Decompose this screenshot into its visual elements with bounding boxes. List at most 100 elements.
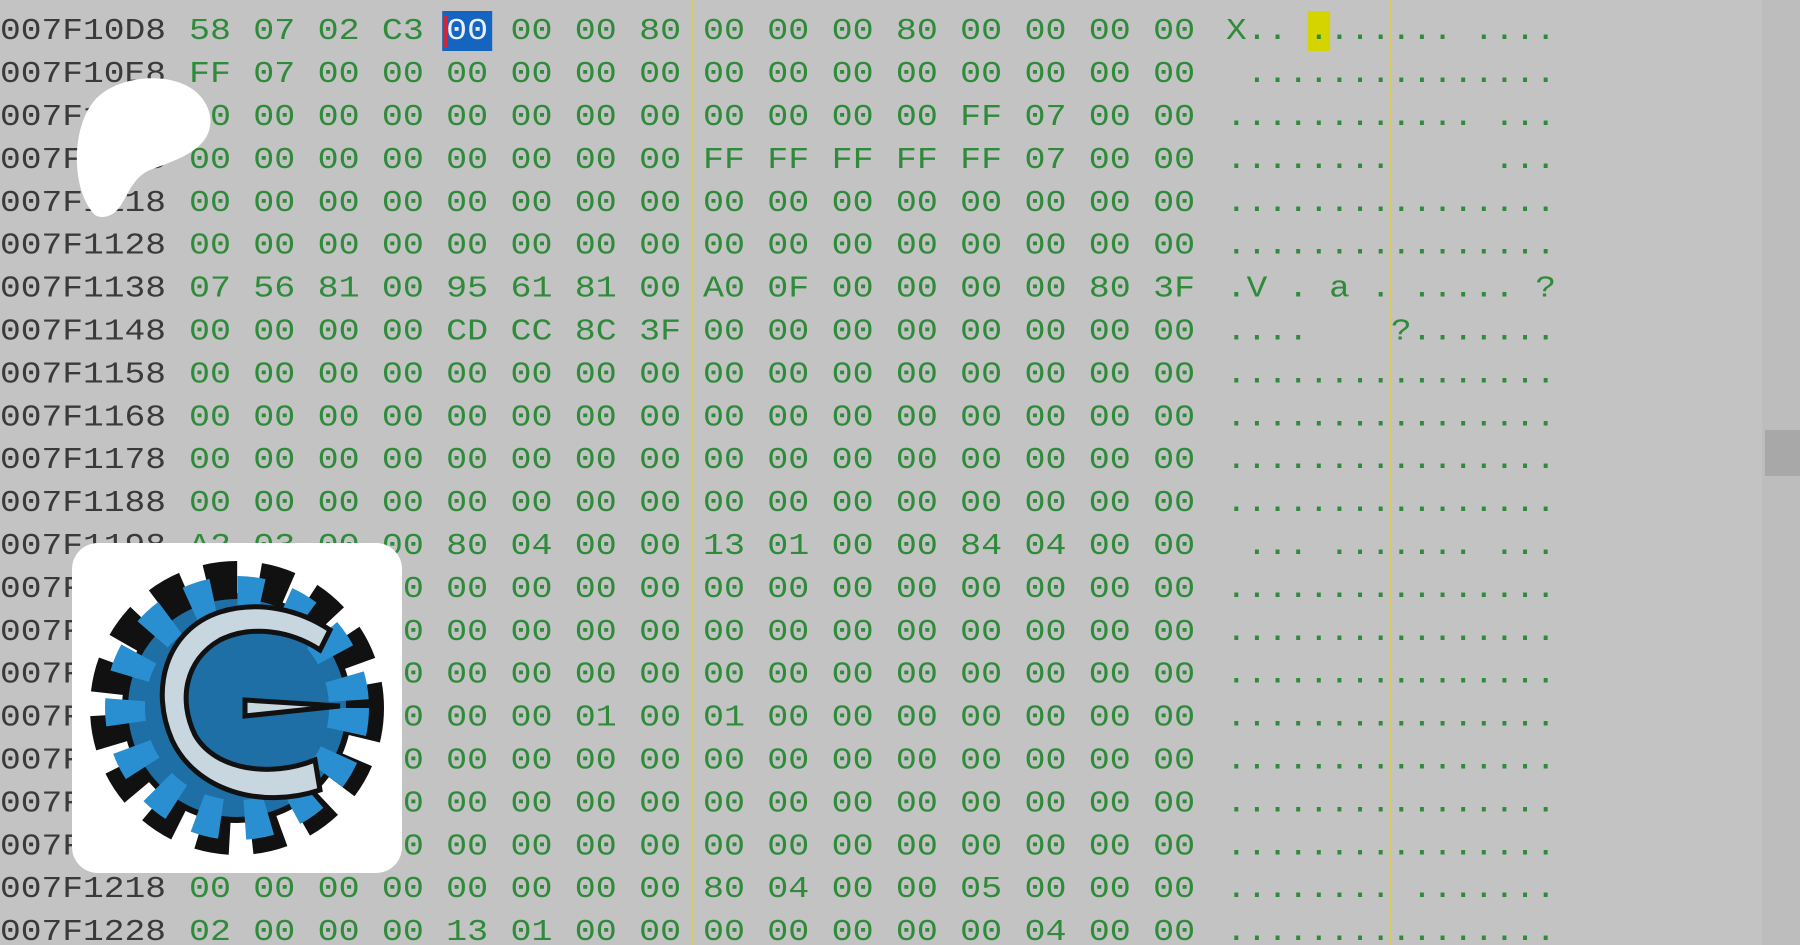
hex-byte: 00: [511, 100, 553, 135]
hex-byte: 00: [639, 272, 681, 307]
hex-byte: 00: [767, 572, 809, 607]
hex-byte: CD: [446, 314, 488, 349]
hex-byte: 81: [575, 272, 617, 307]
hex-byte: 00: [1089, 100, 1131, 135]
hex-byte: 00: [511, 615, 553, 650]
address: 007F1148: [0, 314, 166, 349]
hex-byte: 00: [575, 486, 617, 521]
hex-byte: 00: [446, 572, 488, 607]
hex-byte: 00: [1089, 829, 1131, 864]
hex-byte: 00: [960, 186, 1002, 221]
hex-byte: 00: [832, 615, 874, 650]
hex-byte: 01: [703, 701, 745, 736]
hex-byte: 07: [1025, 143, 1067, 178]
hex-byte: 00: [832, 572, 874, 607]
hex-byte: 00: [960, 314, 1002, 349]
hex-byte: FF: [703, 143, 745, 178]
hex-byte: 00: [960, 829, 1002, 864]
hex-byte: 00: [639, 529, 681, 564]
hex-byte: 00: [382, 400, 424, 435]
selection: [442, 11, 493, 51]
hex-byte: 07: [253, 57, 295, 92]
hex-byte: 02: [189, 915, 231, 945]
hex-byte: 3F: [639, 314, 681, 349]
hex-byte: 00: [382, 57, 424, 92]
hex-byte: 00: [1153, 314, 1195, 349]
hex-byte: 00: [1153, 400, 1195, 435]
hex-byte: 00: [189, 186, 231, 221]
hex-byte: 00: [832, 186, 874, 221]
hex-byte: 00: [832, 486, 874, 521]
hex-byte: 00: [703, 486, 745, 521]
hex-byte: 00: [575, 743, 617, 778]
ascii: ................: [1226, 658, 1556, 693]
hex-byte: 00: [1025, 658, 1067, 693]
ascii: ................: [1226, 701, 1556, 736]
hex-byte: 00: [1025, 572, 1067, 607]
hex-byte: 00: [639, 357, 681, 392]
hex-byte: 00: [1089, 143, 1131, 178]
hex-byte: 00: [703, 400, 745, 435]
hex-byte: 00: [511, 143, 553, 178]
logo-gear-teeth-blue: [105, 576, 369, 840]
hex-byte: 00: [511, 186, 553, 221]
ascii: ........ .......: [1226, 872, 1556, 907]
hex-byte: 00: [446, 400, 488, 435]
hex-byte: 04: [1025, 915, 1067, 945]
hex-byte: 00: [639, 186, 681, 221]
hex-byte: 00: [896, 229, 938, 264]
hex-byte: 00: [1025, 701, 1067, 736]
hex-byte: 00: [767, 786, 809, 821]
hex-byte: FF: [896, 143, 938, 178]
ascii: ................: [1226, 400, 1556, 435]
hex-byte: 00: [896, 357, 938, 392]
hex-byte: 00: [1025, 786, 1067, 821]
hex-byte: 00: [189, 143, 231, 178]
hex-byte: 00: [639, 915, 681, 945]
hex-byte: 00: [767, 743, 809, 778]
hex-byte: 00: [382, 915, 424, 945]
hex-byte: 00: [960, 57, 1002, 92]
hex-byte: 00: [1089, 186, 1131, 221]
hex-byte: 00: [318, 872, 360, 907]
hex-byte: 00: [253, 400, 295, 435]
hex-byte: 00: [189, 229, 231, 264]
hex-byte: 00: [189, 872, 231, 907]
scrollbar-thumb[interactable]: [1765, 430, 1800, 476]
hex-byte: 00: [382, 443, 424, 478]
hex-byte: 00: [832, 272, 874, 307]
hex-byte: 00: [575, 872, 617, 907]
address: 007F1188: [0, 486, 166, 521]
hex-byte: 01: [575, 701, 617, 736]
logo-e-shape: [159, 604, 341, 801]
hex-byte: FF: [960, 143, 1002, 178]
hex-byte: 00: [382, 143, 424, 178]
address: 007F1158: [0, 357, 166, 392]
hex-byte: 00: [960, 400, 1002, 435]
hex-byte: 00: [1089, 400, 1131, 435]
hex-byte: 00: [382, 314, 424, 349]
hex-byte: 00: [960, 915, 1002, 945]
hex-byte: 00: [1025, 615, 1067, 650]
address: 007F1128: [0, 229, 166, 264]
hex-byte: 00: [639, 229, 681, 264]
hex-byte: 04: [1025, 529, 1067, 564]
address: 007F1168: [0, 400, 166, 435]
hex-byte: 00: [446, 357, 488, 392]
hex-byte: 00: [832, 872, 874, 907]
hex-byte: 00: [832, 829, 874, 864]
hex-byte: 00: [1089, 357, 1131, 392]
hex-byte: 00: [446, 229, 488, 264]
hex-byte: 13: [446, 915, 488, 945]
hex-byte: 00: [511, 872, 553, 907]
hex-byte: 00: [960, 658, 1002, 693]
caret: [444, 15, 448, 47]
hex-byte: 00: [767, 486, 809, 521]
hex-byte: 00: [703, 14, 745, 49]
hex-byte: 00: [1025, 186, 1067, 221]
hex-byte: 00: [960, 786, 1002, 821]
hex-byte: 00: [896, 186, 938, 221]
hex-byte: 00: [1153, 57, 1195, 92]
hex-byte: 00: [1025, 272, 1067, 307]
hex-byte: 80: [1089, 272, 1131, 307]
